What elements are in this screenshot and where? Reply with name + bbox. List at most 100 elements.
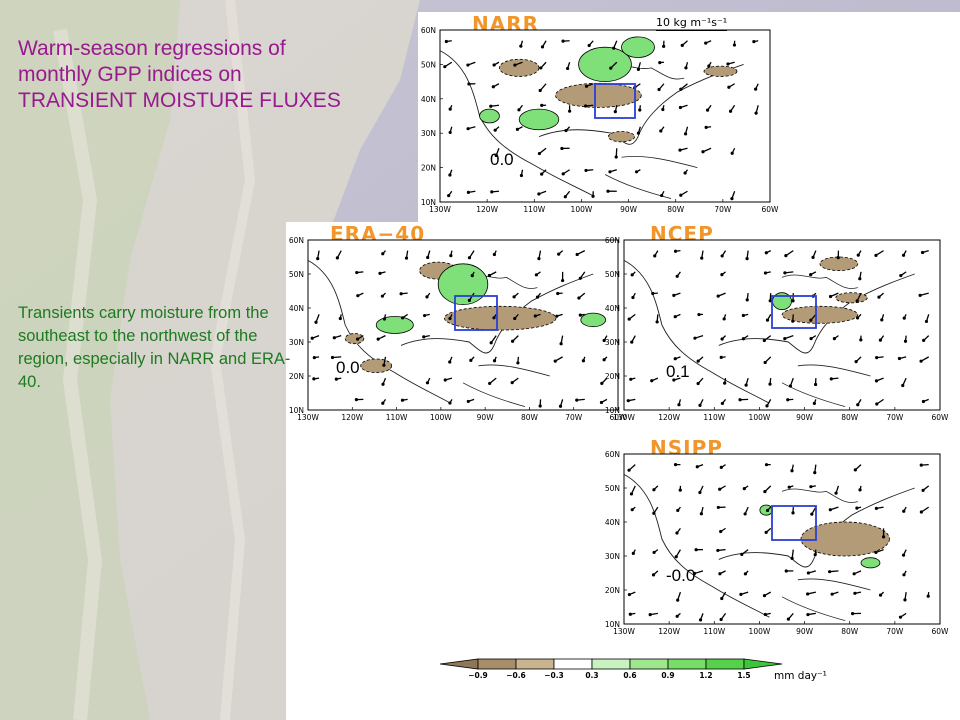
flux-arrowhead [673,463,678,467]
colorbar-tick-label: 0.6 [623,671,636,680]
flux-arrowhead [559,342,563,346]
coastline-gulf [400,273,594,354]
lon-tick-label: 100W [749,627,771,636]
colorbar-tick-label: 0.3 [585,671,598,680]
flux-arrowhead [537,257,541,261]
flux-arrowhead [381,401,385,405]
flux-arrowhead [577,296,581,300]
flux-arrowhead [636,67,640,71]
flux-arrowhead [636,131,641,135]
flux-arrowhead [676,508,680,513]
flux-arrowhead [854,360,858,364]
flux-arrowhead [540,172,544,176]
flux-arrowhead [919,510,923,514]
flux-arrowhead [754,111,758,115]
flux-arrowhead [330,355,335,360]
flux-arrowhead [695,465,699,469]
flux-arrowhead [660,193,664,198]
wet-anomaly-4 [580,312,607,328]
colorbar-segment [591,658,631,670]
flux-arrowhead [880,318,884,322]
flux-arrowhead [609,66,613,70]
flux-arrowhead [381,252,385,256]
flux-arrowhead [631,295,635,300]
flux-arrowhead [560,146,564,151]
flux-arrowhead [630,340,634,344]
flux-arrowhead [332,336,336,340]
flux-arrowhead [698,403,702,407]
flux-arrowhead [921,399,926,404]
lon-tick-label: 90W [796,627,814,636]
flux-arrowhead [355,270,359,275]
flux-arrowhead [553,359,557,363]
colorbar-segment [743,658,783,670]
flux-arrowhead [672,293,676,297]
flux-arrowhead [448,316,452,321]
flux-arrowhead [813,382,818,387]
wet-anomaly-5 [518,108,560,131]
flux-arrowhead [764,251,768,255]
flux-arrowhead [744,383,748,387]
flux-arrowhead [738,398,742,402]
lon-tick-label: 80W [521,413,539,422]
flux-arrowhead [726,62,730,66]
flux-arrowhead [874,253,878,257]
flux-arrowhead [627,468,631,472]
flux-arrowhead [466,399,470,404]
flux-arrowhead [699,512,703,516]
coastline-west [623,260,770,404]
lat-tick-label: 10N [605,620,620,629]
flux-arrowhead [768,382,772,386]
colorbar-tick-label: 1.2 [699,671,712,680]
flux-arrowhead [673,249,678,253]
flux-arrowhead [425,381,430,385]
flux-arrowhead [400,398,405,402]
flux-arrowhead [924,319,929,324]
dry-anomaly-6 [344,333,365,345]
flux-arrowhead [378,271,382,275]
flux-arrowhead [809,485,813,489]
flux-arrowhead [675,531,679,535]
flux-arrowhead [591,194,595,198]
flux-arrowhead [745,298,749,302]
flux-arrowhead [720,254,724,258]
lat-tick-label: 20N [289,372,304,381]
flux-arrowhead [718,572,722,576]
flux-arrowhead [881,535,886,539]
flux-arrowhead [380,294,384,298]
flux-arrowhead [470,274,474,278]
flux-arrowhead [743,512,747,516]
flux-arrowhead [875,356,879,360]
colorbar-tick-label: −0.6 [506,671,526,680]
flux-arrowhead [537,151,542,156]
flux-arrowhead [634,170,639,174]
flux-arrowhead [533,314,537,318]
dry-anomaly-7 [703,65,738,77]
flux-arrowhead [651,573,656,577]
flux-arrowhead [684,66,688,70]
lon-tick-label: 100W [430,413,452,422]
flux-arrowhead [490,190,494,194]
flux-arrowhead [704,41,708,45]
flux-arrowhead [903,339,908,343]
flux-arrowhead [727,85,731,89]
flux-arrowhead [828,570,832,574]
colorbar-tick-label: 0.9 [661,671,674,680]
lat-tick-label: 40N [289,304,304,313]
flux-arrowhead [587,43,591,48]
flux-arrowhead [874,550,878,555]
flux-arrowhead [492,316,496,320]
flux-arrowhead [791,299,795,303]
coastline-caribbean [462,364,550,407]
lat-tick-label: 30N [289,338,304,347]
flux-arrowhead [540,45,545,49]
flux-arrowhead [316,257,320,261]
lon-tick-label: 120W [476,205,498,214]
flux-arrowhead [832,337,836,341]
flux-arrowhead [836,256,840,260]
flux-arrowhead [578,313,582,317]
flux-arrowhead [680,43,684,47]
gpp-region-box [771,295,817,329]
